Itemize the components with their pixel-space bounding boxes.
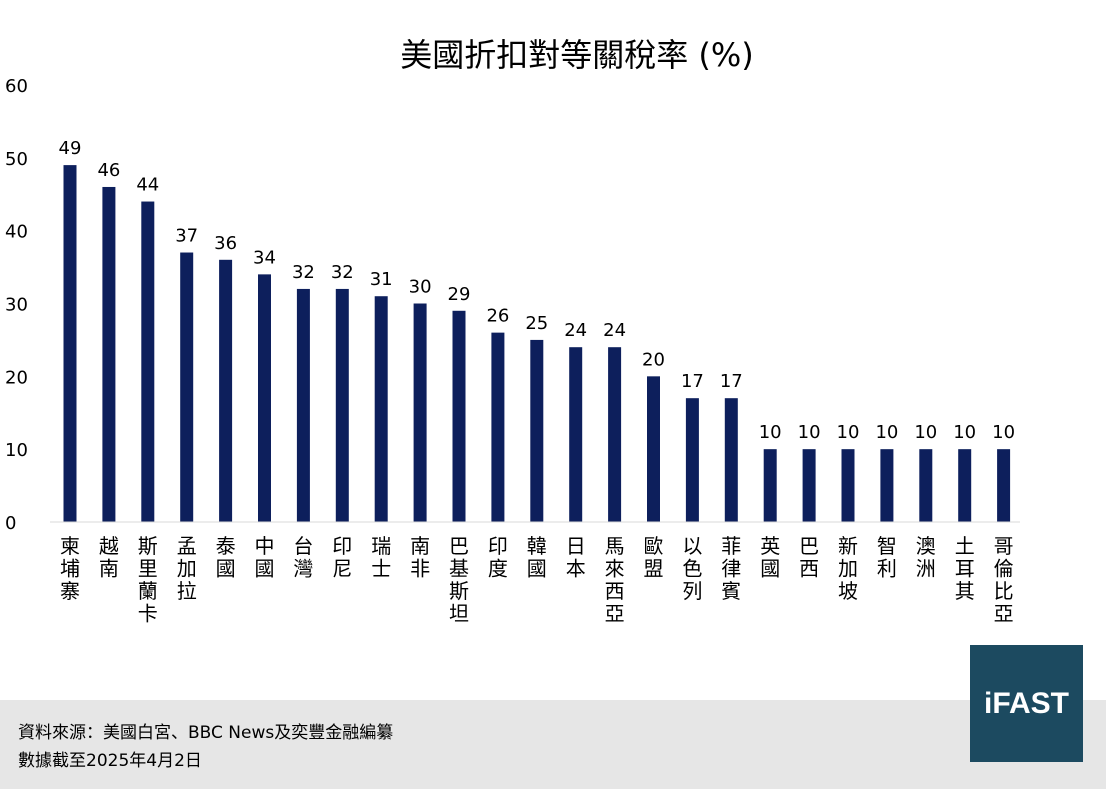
value-label: 10 <box>837 422 860 443</box>
category-label: 南非 <box>410 534 430 581</box>
category-label: 瑞士 <box>371 534 391 581</box>
bar <box>452 310 466 522</box>
bar <box>802 449 816 522</box>
category-labels-group: 柬埔寨越南斯里蘭卡孟加拉泰國中國台灣印尼瑞士南非巴基斯坦印度韓國日本馬來西亞歐盟… <box>60 534 1014 626</box>
bar <box>258 274 271 522</box>
bar <box>919 449 933 522</box>
category-label: 台灣 <box>293 534 313 581</box>
y-tick-label: 50 <box>5 149 28 170</box>
value-labels-group: 49 46 44 37 36 34 32 32 31 30 29 26 25 24 24 20 17 17 10 10… <box>59 138 1016 443</box>
value-label: 37 <box>175 226 198 247</box>
y-axis: 0 10 20 30 40 50 60 <box>5 76 28 534</box>
value-label: 46 <box>97 160 120 181</box>
bar <box>763 449 777 522</box>
y-tick-label: 60 <box>5 76 28 97</box>
bar <box>841 449 855 522</box>
y-tick-label: 20 <box>5 367 28 388</box>
chart-title: 美國折扣對等關稅率 (%) <box>400 36 754 74</box>
category-label: 斯里蘭卡 <box>138 534 158 626</box>
bar <box>180 252 194 522</box>
value-label: 20 <box>642 349 665 370</box>
category-label: 以色列 <box>682 534 702 603</box>
value-label: 36 <box>214 233 237 254</box>
footer: 資料來源：美國白宮、BBC News及奕豐金融編纂 數據截至2025年4月2日 <box>0 700 1106 789</box>
bar <box>569 347 583 522</box>
bar <box>63 165 77 522</box>
value-label: 10 <box>992 422 1015 443</box>
ifast-logo: iFAST <box>970 645 1083 762</box>
value-label: 17 <box>681 371 704 392</box>
bar <box>608 347 622 522</box>
value-label: 26 <box>486 306 509 327</box>
y-tick-label: 10 <box>5 440 28 461</box>
category-label: 韓國 <box>527 534 547 581</box>
chart-area: 美國折扣對等關稅率 (%) 0 10 20 30 40 50 60 49 46 44 37 36 34… <box>5 36 1020 626</box>
source-note: 資料來源：美國白宮、BBC News及奕豐金融編纂 <box>18 723 394 743</box>
y-tick-label: 40 <box>5 222 28 243</box>
category-label: 日本 <box>566 534 586 581</box>
category-label: 印度 <box>488 534 508 581</box>
value-label: 10 <box>798 422 821 443</box>
category-label: 越南 <box>99 534 119 581</box>
value-label: 24 <box>564 320 587 341</box>
category-label: 菲律賓 <box>721 534 741 603</box>
value-label: 30 <box>409 277 432 298</box>
bar-chart: 美國折扣對等關稅率 (%) 0 10 20 30 40 50 60 49 46 44 37 36 34… <box>5 36 1020 626</box>
category-label: 泰國 <box>216 534 236 581</box>
category-label: 孟加拉 <box>177 534 197 603</box>
bar <box>530 339 544 522</box>
y-tick-label: 0 <box>5 513 16 534</box>
bar <box>335 288 349 522</box>
logo-text: iFAST <box>983 686 1069 720</box>
value-label: 17 <box>720 371 743 392</box>
category-label: 智利 <box>877 534 897 581</box>
bar <box>296 288 310 522</box>
value-label: 10 <box>953 422 976 443</box>
category-label: 印尼 <box>332 534 352 581</box>
category-label: 歐盟 <box>644 534 664 581</box>
value-label: 10 <box>875 422 898 443</box>
value-label: 10 <box>914 422 937 443</box>
category-label: 土耳其 <box>955 534 975 603</box>
bar <box>685 398 699 522</box>
value-label: 34 <box>253 247 276 268</box>
category-label: 澳洲 <box>916 534 936 581</box>
bars-group <box>63 165 1011 523</box>
value-label: 32 <box>292 262 315 283</box>
value-label: 10 <box>759 422 782 443</box>
category-label: 哥倫比亞 <box>994 534 1014 626</box>
category-label: 柬埔寨 <box>60 534 80 603</box>
bar <box>374 296 388 522</box>
category-label: 新加坡 <box>838 534 858 603</box>
category-label: 巴基斯坦 <box>449 534 469 626</box>
category-label: 英國 <box>760 534 780 581</box>
value-label: 49 <box>59 138 82 159</box>
value-label: 44 <box>136 175 159 196</box>
bar <box>724 398 738 522</box>
bar <box>102 186 116 522</box>
value-label: 32 <box>331 262 354 283</box>
category-label: 巴西 <box>799 534 819 581</box>
date-note: 數據截至2025年4月2日 <box>18 751 202 771</box>
bar <box>141 201 155 523</box>
bar <box>997 449 1011 522</box>
value-label: 29 <box>448 284 471 305</box>
bar <box>413 303 427 522</box>
bar <box>647 376 660 522</box>
bar <box>219 259 233 522</box>
category-label: 馬來西亞 <box>605 534 625 626</box>
value-label: 25 <box>525 313 548 334</box>
value-label: 31 <box>370 269 393 290</box>
category-label: 中國 <box>255 534 275 581</box>
y-tick-label: 30 <box>5 295 28 316</box>
bar <box>880 449 894 522</box>
value-label: 24 <box>603 320 626 341</box>
bar <box>491 332 505 522</box>
bar <box>958 449 972 522</box>
